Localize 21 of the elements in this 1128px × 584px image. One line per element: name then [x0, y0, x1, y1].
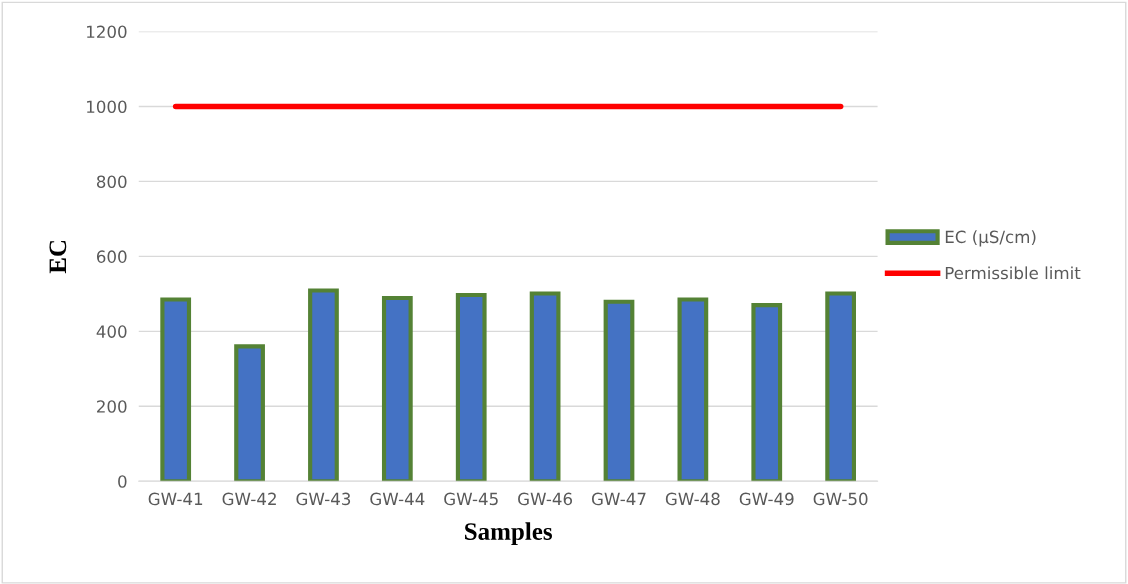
x-axis-title: Samples [465, 522, 552, 546]
x-tick-label: GW-50 [813, 492, 868, 506]
x-tick-label: GW-41 [148, 492, 203, 506]
x-tick-label: GW-49 [739, 492, 794, 506]
x-tick-label: GW-43 [296, 492, 351, 506]
y-tick-label: 800 [96, 175, 127, 188]
legend-label: EC (µS/cm) [945, 230, 1036, 247]
y-tick-label: 400 [96, 325, 127, 338]
y-tick-label: 600 [96, 250, 127, 263]
y-tick-label: 1000 [87, 100, 127, 114]
y-tick-label: 1200 [87, 25, 127, 39]
y-axis-title: EC [49, 240, 67, 274]
x-tick-label: GW-47 [591, 492, 646, 506]
y-tick-label: 0 [118, 475, 127, 488]
x-tick-label: GW-44 [370, 492, 425, 506]
y-tick-label: 200 [97, 400, 127, 413]
x-tick-label: GW-46 [518, 492, 573, 506]
legend-label: Permissible limit [945, 266, 1081, 280]
x-tick-label: GW-48 [665, 492, 720, 506]
x-tick-label: GW-45 [444, 492, 498, 506]
x-tick-label: GW-42 [222, 492, 276, 506]
